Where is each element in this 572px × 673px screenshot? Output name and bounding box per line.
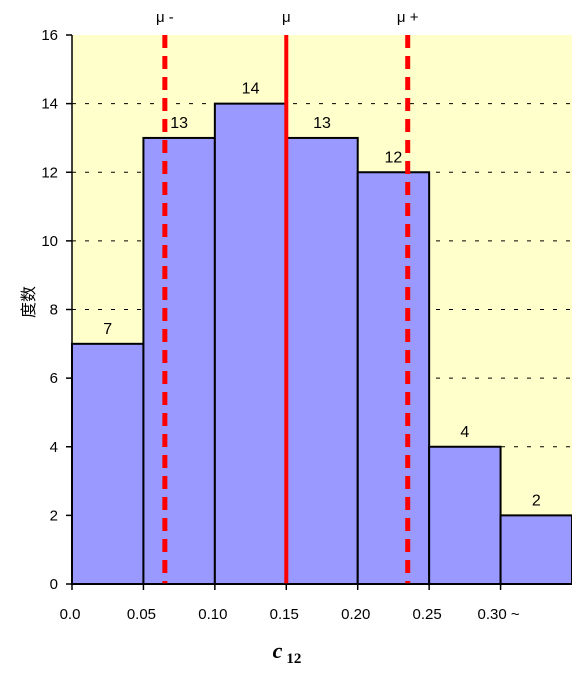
y-tick-label-14: 14 <box>41 96 58 113</box>
data-label-4: 12 <box>385 149 403 166</box>
x-tick-label-4: 0.20 <box>341 606 370 623</box>
bar-1 <box>142 136 216 585</box>
y-tick-label-8: 8 <box>50 302 58 319</box>
x-tick-label-1: 0.05 <box>127 606 156 623</box>
y-tick-label-6: 6 <box>50 370 58 387</box>
x-tick-label-0: 0.0 <box>60 606 81 623</box>
data-label-3: 13 <box>313 115 331 132</box>
y-tick-label-2: 2 <box>50 507 58 524</box>
bar-0 <box>71 342 145 585</box>
y-tick-label-0: 0 <box>50 576 58 593</box>
x-axis-title-main: c <box>273 638 283 663</box>
data-label-0: 7 <box>103 321 112 338</box>
data-label-1: 13 <box>170 115 188 132</box>
y-tick-label-12: 12 <box>41 164 58 181</box>
reference-label-2: μ + <box>397 9 419 26</box>
y-axis-title: 度数 <box>20 286 38 318</box>
y-tick-label-4: 4 <box>50 439 58 456</box>
data-label-6: 2 <box>532 492 541 509</box>
x-tick-label-3: 0.15 <box>270 606 299 623</box>
x-axis-title-subscript: 12 <box>286 651 301 667</box>
bar-2 <box>213 102 288 585</box>
data-label-5: 4 <box>460 424 469 441</box>
bar-6 <box>499 514 572 585</box>
bar-4 <box>356 171 431 585</box>
data-label-2: 14 <box>242 81 260 98</box>
y-tick-label-10: 10 <box>41 233 58 250</box>
reference-label-0: μ - <box>156 9 174 26</box>
x-tick-label-5: 0.25 <box>413 606 442 623</box>
x-axis-title: c 12 <box>273 638 302 667</box>
reference-label-1: μ <box>282 9 291 26</box>
bar-3 <box>285 136 359 585</box>
bar-5 <box>428 445 502 585</box>
x-tick-label-2: 0.10 <box>198 606 227 623</box>
x-tick-label-6: 0.30 ~ <box>478 606 520 623</box>
y-tick-label-16: 16 <box>41 27 58 44</box>
